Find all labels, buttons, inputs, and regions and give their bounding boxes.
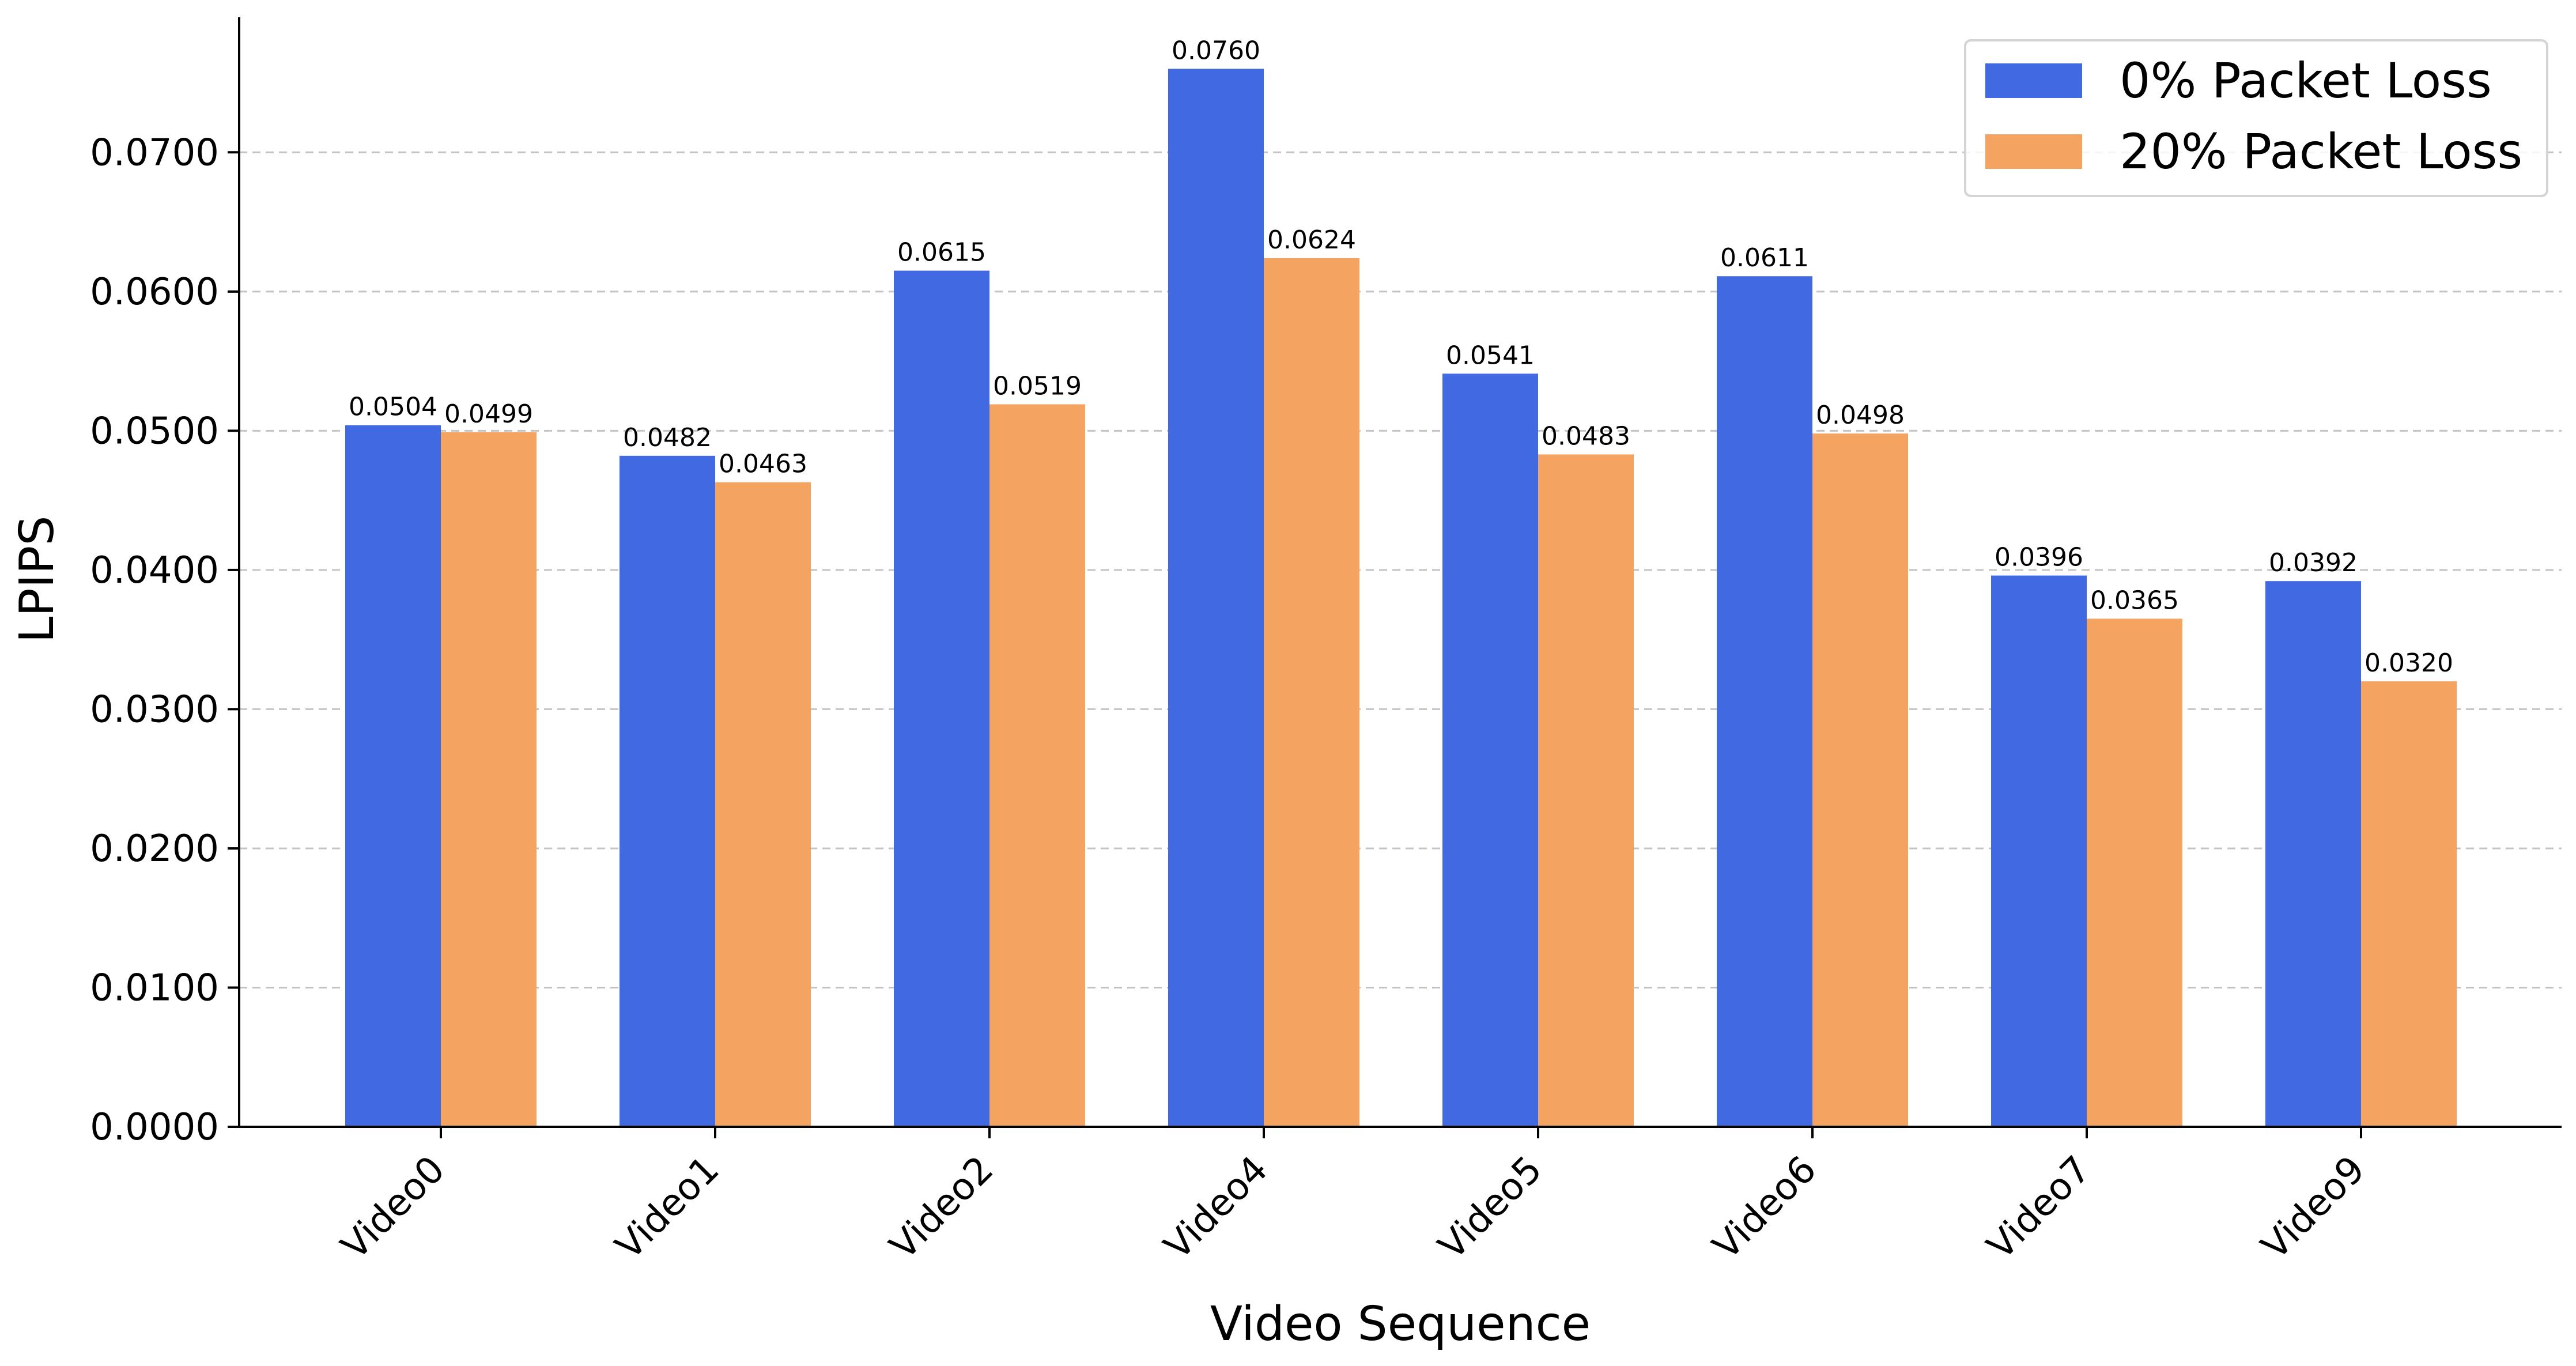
y-tick-label: 0.0600	[90, 271, 219, 314]
y-tick-label: 0.0200	[90, 828, 219, 870]
legend-box	[1964, 39, 2548, 197]
x-ticks: Video0 Video1 Video2 Video4 Video5 Video6 Vide…	[333, 1127, 2373, 1268]
bar-value-label: 0.0463	[719, 450, 807, 479]
bar-video7-series-0	[1991, 575, 2087, 1127]
x-tick-label-video4: Video4	[1156, 1148, 1276, 1268]
x-tick-label-video5: Video5	[1430, 1148, 1550, 1268]
axes	[238, 17, 2562, 1128]
y-tick-label: 0.0000	[90, 1106, 219, 1149]
bars	[345, 69, 2457, 1127]
bar-video5-series-0	[1442, 373, 1538, 1127]
bar-video2-series-1	[989, 404, 1085, 1127]
y-tick-label: 0.0300	[90, 688, 219, 731]
bar-video1-series-1	[715, 482, 811, 1127]
bar-value-label: 0.0320	[2365, 648, 2453, 678]
bar-video6-series-0	[1717, 276, 1812, 1127]
bar-video1-series-0	[620, 455, 715, 1127]
legend-swatch-0-percent	[1985, 63, 2082, 98]
bar-value-label: 0.0483	[1542, 421, 1630, 451]
bar-value-label: 0.0498	[1816, 401, 1905, 430]
x-tick-label-video7: Video7	[1979, 1148, 2099, 1268]
bar-value-label: 0.0760	[1172, 36, 1260, 65]
x-tick-label-video2: Video2	[882, 1148, 1002, 1268]
bar-video9-series-0	[2265, 581, 2361, 1127]
x-tick-label-video9: Video9	[2253, 1148, 2373, 1268]
y-tick-label: 0.0400	[90, 549, 219, 592]
grid-lines	[239, 151, 2562, 988]
bar-video5-series-1	[1538, 454, 1634, 1127]
y-tick-label: 0.0700	[90, 131, 219, 174]
legend-label-0-percent: 0% Packet Loss	[2120, 52, 2492, 109]
y-tick-label: 0.0500	[90, 410, 219, 452]
bar-video6-series-1	[1812, 433, 1908, 1127]
bar-value-label: 0.0541	[1446, 341, 1535, 370]
y-ticks: 0.0000 0.0100 0.0200 0.0300 0.0400 0.0500 0.06…	[90, 131, 239, 1149]
x-axis-title: Video Sequence	[1210, 1297, 1591, 1352]
y-axis-title: LPIPS	[10, 516, 65, 643]
bar-video2-series-0	[894, 270, 989, 1127]
bar-value-labels: 0.0504 0.0482 0.0615 0.0760 0.0541 0.0611 0.03…	[349, 36, 2453, 678]
legend-swatch-20-percent	[1985, 134, 2082, 169]
bar-video9-series-1	[2361, 681, 2457, 1127]
legend-label-20-percent: 20% Packet Loss	[2120, 123, 2522, 180]
bar-value-label: 0.0499	[444, 399, 533, 429]
x-tick-label-video1: Video1	[607, 1148, 727, 1268]
bar-value-label: 0.0396	[1995, 543, 2083, 572]
bar-value-label: 0.0624	[1267, 225, 1356, 255]
bar-video7-series-1	[2087, 618, 2182, 1127]
bar-value-label: 0.0615	[897, 238, 986, 267]
x-tick-label-video6: Video6	[1705, 1148, 1825, 1268]
bar-value-label: 0.0365	[2090, 586, 2179, 615]
bar-value-label: 0.0392	[2269, 548, 2358, 578]
bar-video4-series-1	[1264, 258, 1359, 1127]
bar-value-label: 0.0611	[1720, 243, 1809, 273]
bar-value-label: 0.0519	[993, 371, 1082, 401]
bar-value-label: 0.0482	[623, 423, 712, 452]
bar-video0-series-0	[345, 425, 441, 1127]
x-tick-label-video0: Video0	[333, 1148, 453, 1268]
bar-video0-series-1	[441, 432, 537, 1127]
legend: 0% Packet Loss 20% Packet Loss	[1964, 39, 2548, 197]
bar-value-label: 0.0504	[349, 393, 437, 422]
bar-video4-series-0	[1168, 69, 1264, 1127]
y-tick-label: 0.0100	[90, 967, 219, 1009]
